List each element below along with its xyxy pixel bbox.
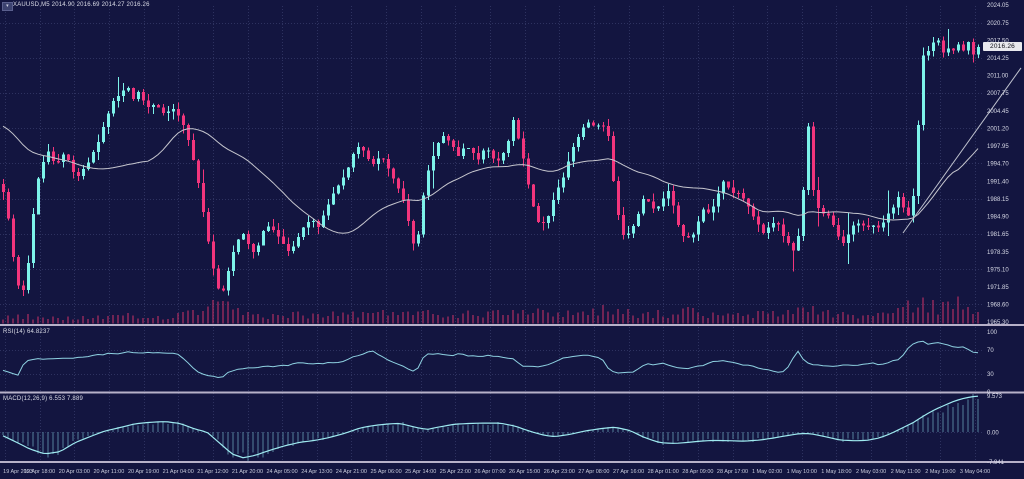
volume-bars — [2, 296, 979, 324]
macd-line — [2, 395, 979, 459]
time-axis-label: 2 May 19:00 — [925, 469, 955, 475]
price-axis-label: 2020.75 — [987, 21, 1009, 27]
time-axis: 19 Apr 202319 Apr 18:00 20 Apr 03:00 20 Ap… — [3, 469, 990, 475]
time-axis-label: 1 May 18:00 — [821, 469, 851, 475]
macd-axis-label: 9.573 — [987, 394, 1003, 400]
time-axis-label: 1 May 10:00 — [787, 469, 817, 475]
macd-histogram — [2, 394, 979, 462]
chart-plot-area[interactable] — [0, 0, 984, 462]
price-axis-label: 1965.30 — [987, 320, 1009, 326]
panel-separator[interactable] — [0, 461, 1024, 463]
price-axis-label: 2024.05 — [987, 3, 1009, 9]
price-axis-label: 2001.20 — [987, 127, 1009, 133]
price-axis-label: 2007.75 — [987, 91, 1009, 97]
time-axis-label: 28 Apr 09:00 — [682, 469, 713, 475]
price-axis-label: 2017.50 — [987, 39, 1009, 45]
rsi-axis-label: 0 — [987, 390, 991, 396]
time-axis-label: 3 May 04:00 — [960, 469, 990, 475]
price-axis-label: 2004.45 — [987, 109, 1009, 115]
time-axis-label: 28 Apr 17:00 — [717, 469, 748, 475]
time-axis-label: 24 Apr 21:00 — [336, 469, 367, 475]
price-axis-label: 2011.00 — [987, 74, 1009, 80]
time-axis-label: 26 Apr 15:00 — [509, 469, 540, 475]
time-axis-label: 1 May 02:00 — [752, 469, 782, 475]
panel-separator[interactable] — [0, 324, 1024, 326]
time-axis-label: 19 Apr 18:00 — [24, 469, 55, 475]
time-axis-label: 26 Apr 07:00 — [474, 469, 505, 475]
time-axis-label: 27 Apr 16:00 — [613, 469, 644, 475]
macd-axis-label: -7.941 — [987, 460, 1005, 466]
price-axis-label: 1981.65 — [987, 232, 1009, 238]
price-axis-label: 1994.70 — [987, 162, 1009, 168]
chart-title-ohlc: XAUUSD,M5 2014.90 2016.69 2014.27 2016.2… — [13, 2, 150, 8]
price-scale-drag-area[interactable] — [984, 0, 1024, 462]
rsi-axis-label: 30 — [987, 372, 994, 378]
price-axis: 2024.05 2020.75 2017.50 2014.25 2011.00 2007.… — [987, 3, 1009, 466]
time-axis-label: 20 Apr 03:00 — [59, 469, 90, 475]
time-axis-label: 19 Apr 2023 — [3, 469, 33, 475]
time-axis-label: 21 Apr 04:00 — [163, 469, 194, 475]
time-axis-label: 25 Apr 22:00 — [440, 469, 471, 475]
time-axis-label: 2 May 11:00 — [891, 469, 921, 475]
price-axis-label: 1988.15 — [987, 197, 1009, 203]
price-axis-label: 1971.85 — [987, 285, 1009, 291]
panel-separator[interactable] — [0, 391, 1024, 394]
time-axis-label: 21 Apr 20:00 — [232, 469, 263, 475]
price-axis-label: 1975.10 — [987, 267, 1009, 273]
chart-menu-icon[interactable]: ▾ — [2, 2, 13, 11]
time-axis-label: 24 Apr 05:00 — [266, 469, 297, 475]
time-scale-drag-area[interactable] — [0, 463, 1024, 479]
time-axis-label: 26 Apr 23:00 — [544, 469, 575, 475]
moving-average-line — [2, 125, 979, 234]
rsi-indicator-label: RSI(14) 64.8237 — [3, 329, 51, 335]
time-axis-label: 20 Apr 19:00 — [128, 469, 159, 475]
macd-axis-label: 0.00 — [987, 430, 999, 436]
macd-indicator-label: MACD(12,26,9) 6.553 7.889 — [3, 396, 84, 402]
price-axis-label: 1991.40 — [987, 179, 1009, 185]
current-price-tag: 2016.26 — [983, 42, 1022, 51]
rsi-axis-label: 70 — [987, 348, 994, 354]
time-axis-label: 25 Apr 06:00 — [370, 469, 401, 475]
rsi-axis-label: 100 — [987, 330, 998, 336]
rsi-line — [2, 340, 979, 379]
price-axis-label: 1978.35 — [987, 250, 1009, 256]
time-axis-label: 21 Apr 12:00 — [197, 469, 228, 475]
time-axis-label: 28 Apr 01:00 — [648, 469, 679, 475]
time-axis-label: 27 Apr 08:00 — [578, 469, 609, 475]
price-axis-label: 1984.90 — [987, 215, 1009, 221]
time-axis-label: 2 May 03:00 — [856, 469, 886, 475]
price-axis-label: 1968.60 — [987, 302, 1009, 308]
time-axis-label: 20 Apr 11:00 — [94, 469, 125, 475]
time-axis-label: 25 Apr 14:00 — [405, 469, 436, 475]
grid-lines — [0, 6, 984, 461]
trendline[interactable] — [902, 67, 1022, 234]
price-axis-label: 1997.95 — [987, 144, 1009, 150]
price-axis-label: 2014.25 — [987, 56, 1009, 62]
time-axis-label: 24 Apr 13:00 — [301, 469, 332, 475]
